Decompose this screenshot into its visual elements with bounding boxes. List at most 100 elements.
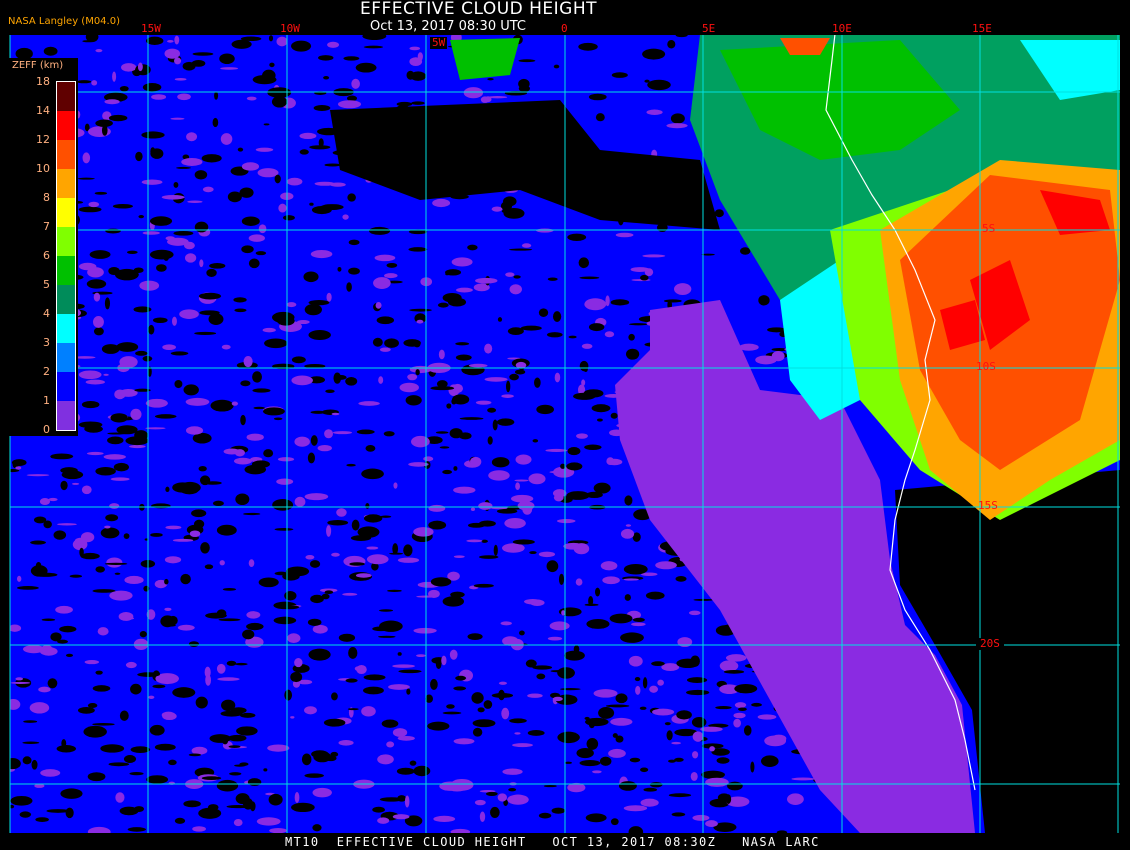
clear-sky-patch [459,417,484,420]
clear-sky-patch [112,203,133,209]
clear-sky-patch [145,36,164,45]
clear-sky-patch [473,583,494,588]
clear-sky-patch [532,439,539,443]
clear-sky-patch [38,686,51,693]
clear-sky-patch [174,78,187,81]
clear-sky-patch [180,573,191,585]
clear-sky-patch [83,725,107,738]
legend-tick-label: 0 [43,423,50,436]
clear-sky-patch [549,471,560,474]
clear-sky-patch [179,309,199,319]
lat-label-5s: 5S [982,222,996,235]
clear-sky-patch [425,694,434,703]
clear-sky-patch [406,688,411,695]
clear-sky-patch [119,388,138,397]
clear-sky-patch [602,576,620,585]
clear-sky-patch [512,539,535,545]
clear-sky-patch [23,645,45,654]
clear-sky-patch [566,491,590,500]
clear-sky-patch [170,117,185,120]
clear-sky-patch [408,229,428,235]
clear-sky-patch [338,740,354,746]
clear-sky-patch [510,494,534,503]
clear-sky-patch [453,738,475,745]
clear-sky-patch [137,62,143,72]
clear-sky-patch [647,79,671,91]
clear-sky-patch [384,273,398,279]
coastline [825,35,976,791]
clear-sky-patch [310,250,333,259]
clear-sky-patch [147,366,152,377]
legend-tick-label: 7 [43,220,50,233]
clear-sky-patch [286,177,303,186]
clear-sky-patch [355,573,372,578]
clear-sky-patch [142,82,162,92]
clear-sky-patch [308,299,330,306]
clear-sky-patch [55,605,73,614]
clear-sky-patch [567,233,587,242]
clear-sky-patch [555,694,578,705]
clear-sky-patch [173,181,179,188]
clear-sky-patch [380,515,392,518]
clear-sky-patch [483,700,493,709]
clear-sky-patch [80,552,100,560]
clear-sky-patch [661,663,680,672]
clear-sky-patch [466,539,483,543]
clear-sky-patch [119,85,129,92]
clear-sky-patch [686,677,708,683]
clear-sky-patch [183,800,201,808]
clear-sky-patch [600,561,618,571]
clear-sky-patch [373,277,391,289]
clear-sky-patch [103,373,109,376]
clear-sky-patch [116,342,139,352]
clear-sky-patch [93,292,101,302]
clear-sky-patch [16,586,39,590]
clear-sky-patch [231,401,239,406]
clear-sky-patch [675,35,688,38]
clear-sky-patch [297,679,313,685]
clear-sky-patch [227,191,242,203]
clear-sky-patch [557,667,575,679]
clear-sky-patch [294,658,303,668]
legend-tick-label: 6 [43,249,50,262]
clear-sky-patch [119,710,129,721]
clear-sky-patch [106,557,123,568]
clear-sky-patch [354,666,362,671]
clear-sky-patch [269,828,287,833]
clear-sky-patch [487,436,493,445]
clear-sky-patch [165,486,170,493]
clear-sky-patch [277,316,295,326]
clear-sky-patch [141,179,163,185]
clear-sky-patch [733,712,746,719]
clear-sky-patch [490,806,500,819]
land-clear-region [895,470,1120,833]
clear-sky-patch [674,728,698,737]
clear-sky-patch [81,485,92,495]
clear-sky-patch [292,679,301,688]
clear-sky-patch [536,404,554,415]
clear-sky-patch [583,389,604,398]
clear-sky-patch [29,702,50,714]
clear-sky-patch [564,761,573,764]
clear-sky-patch [520,325,542,331]
clear-sky-patch [86,451,104,456]
clear-sky-patch [628,655,643,667]
clear-sky-patch [87,772,106,782]
clear-sky-patch [221,344,231,350]
clear-sky-patch [327,41,340,48]
clear-sky-patch [239,712,256,718]
clear-sky-patch [538,308,549,317]
clear-sky-patch [639,706,647,710]
clear-sky-patch [791,777,815,781]
legend-title: ZEFF (km) [12,60,64,71]
clear-sky-patch [109,590,133,601]
clear-sky-patch [518,78,530,89]
clear-sky-patch [123,533,130,540]
legend-tick-label: 10 [36,162,50,175]
clear-sky-patch [104,99,120,105]
clear-sky-patch [484,377,508,382]
legend-swatch [57,401,75,430]
clear-sky-patch [248,258,260,269]
clear-sky-patch [733,718,741,728]
clear-sky-patch [447,297,467,307]
